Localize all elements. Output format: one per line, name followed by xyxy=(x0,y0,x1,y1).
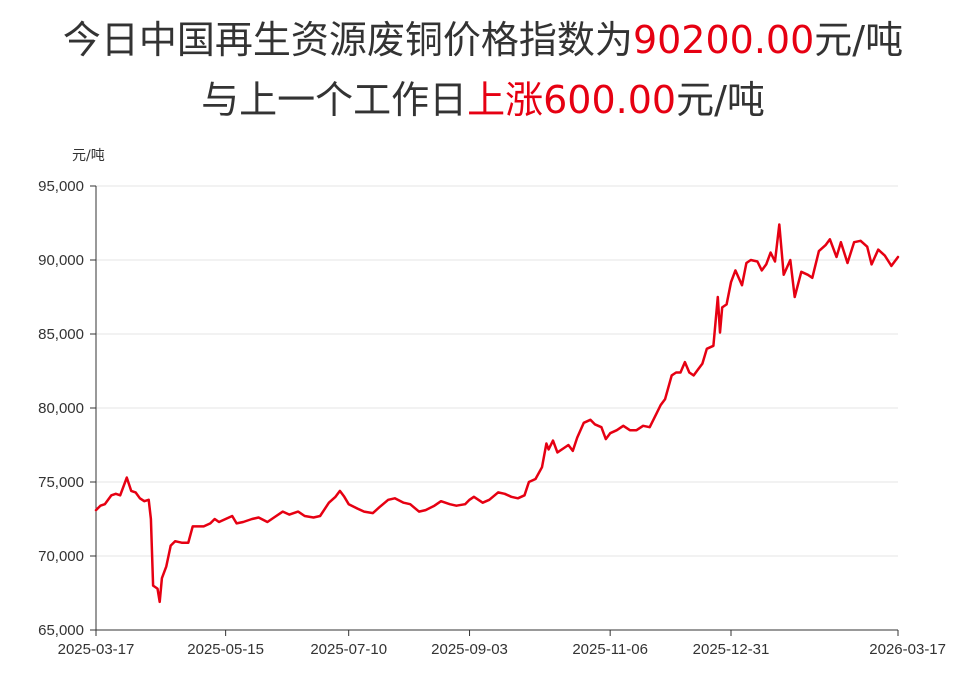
headline-line-2: 与上一个工作日上涨600.00元/吨 xyxy=(0,78,966,122)
x-tick-label: 2026-03-17 xyxy=(869,641,946,658)
x-tick-label: 2025-09-03 xyxy=(431,641,508,658)
headline-line-2-unit: 元/吨 xyxy=(676,78,765,122)
price-series-line xyxy=(94,223,900,604)
y-tick-label: 85,000 xyxy=(38,326,84,343)
y-tick-label: 65,000 xyxy=(38,622,84,639)
y-axis-unit-label: 元/吨 xyxy=(72,148,105,164)
x-tick-label: 2025-03-17 xyxy=(58,641,135,658)
headline-line-1-prefix: 今日中国再生资源废铜价格指数为 xyxy=(62,18,633,62)
y-axis-ticks: 65,000 70,000 75,000 80,000 85,000 90,000 95,0… xyxy=(38,178,96,639)
x-tick-label: 2025-12-31 xyxy=(693,641,770,658)
headline-line-1-unit: 元/吨 xyxy=(814,18,904,62)
grid-lines xyxy=(96,185,898,557)
current-price-value: 90200.00 xyxy=(632,18,815,62)
x-tick-label: 2025-11-06 xyxy=(572,641,648,658)
x-tick-label: 2025-07-10 xyxy=(310,641,387,658)
headline-line-1: 今日中国再生资源废铜价格指数为90200.00元/吨 xyxy=(0,18,966,62)
y-tick-label: 95,000 xyxy=(38,178,84,195)
series-layer xyxy=(94,223,900,604)
x-axis-ticks: 2025-03-17 2025-05-15 2025-07-10 2025-09-03… xyxy=(58,630,946,658)
y-tick-label: 80,000 xyxy=(38,400,84,417)
y-tick-label: 75,000 xyxy=(38,474,84,491)
x-tick-label: 2025-05-15 xyxy=(187,641,264,658)
y-tick-label: 70,000 xyxy=(38,548,84,565)
y-tick-label: 90,000 xyxy=(38,252,84,269)
headline-line-2-prefix: 与上一个工作日 xyxy=(201,78,468,122)
price-change-value: 上涨600.00 xyxy=(467,78,677,122)
